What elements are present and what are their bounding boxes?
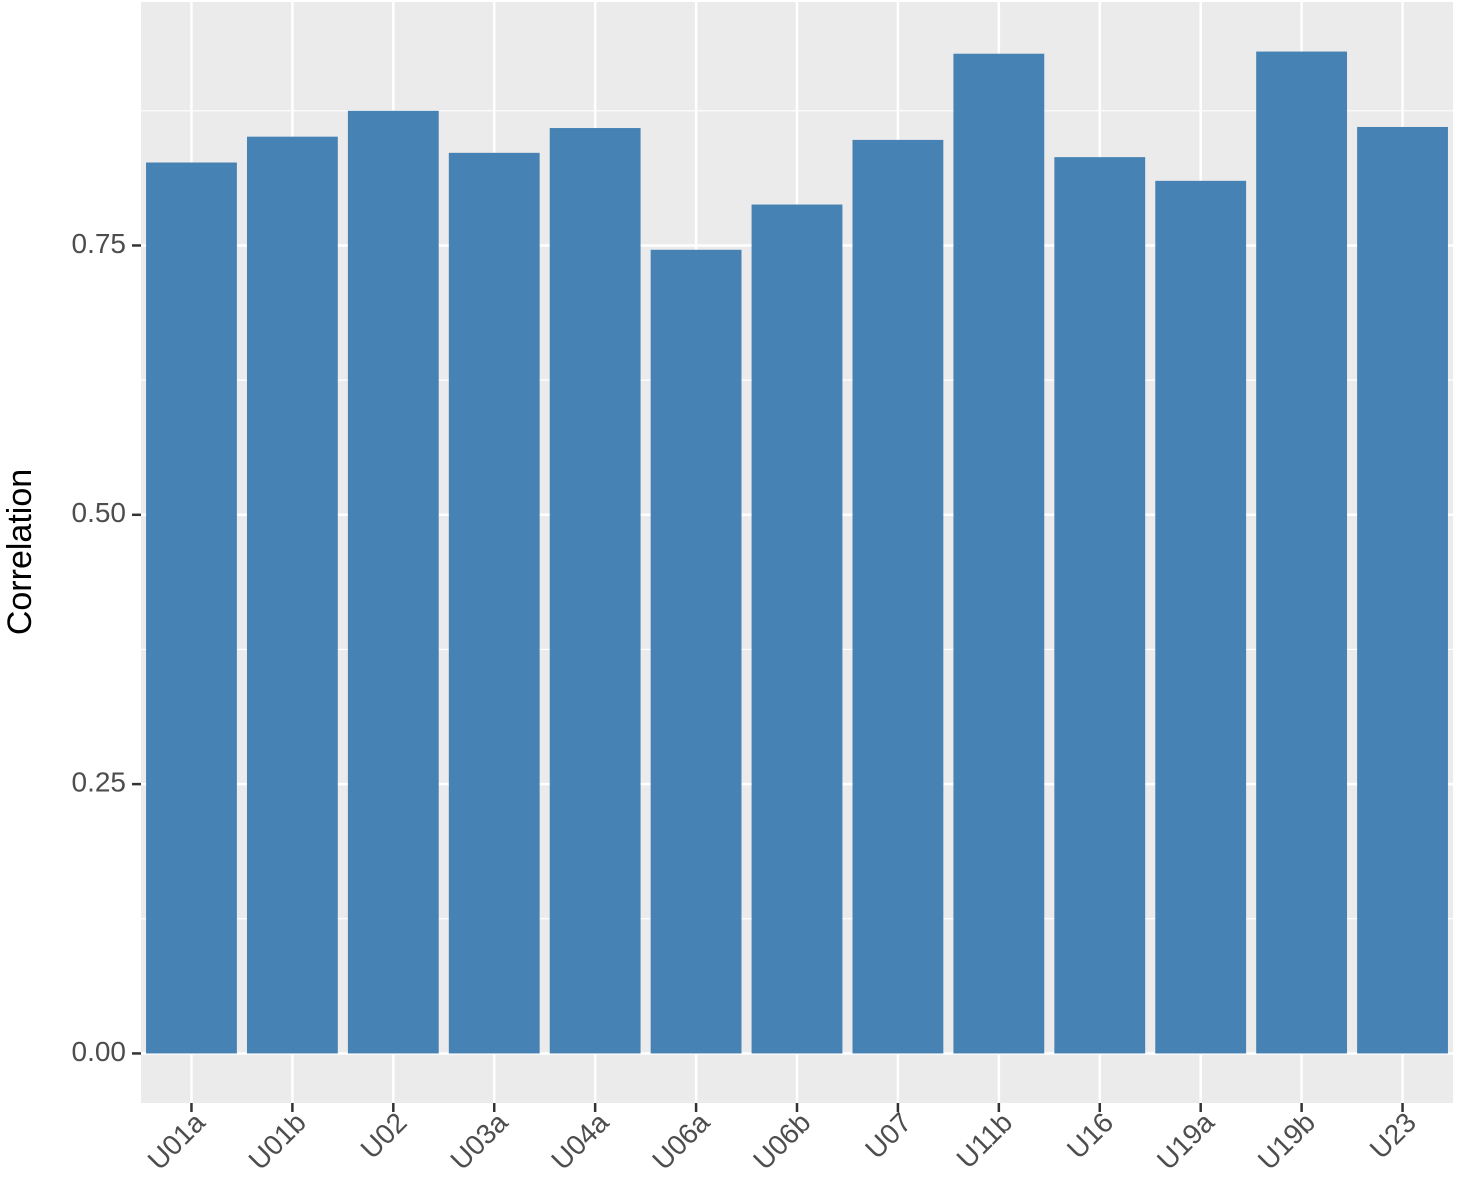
bars [146,51,1448,1054]
x-tick-label: U19a [1151,1106,1221,1176]
y-axis-title: Correlation [1,469,39,635]
bar [1357,126,1448,1054]
bar [1054,157,1146,1054]
x-tick-label: U01a [142,1106,212,1176]
bar [650,249,742,1054]
x-tick-label: U06a [646,1106,716,1176]
x-tick-label: U07 [859,1107,917,1165]
x-tick-label: U06b [747,1107,816,1176]
x-tick-label: U11b [951,1107,1019,1175]
y-tick-label: 0.75 [72,228,127,259]
x-tick-label: U03a [444,1106,514,1176]
bar [1155,180,1247,1054]
bar [1256,51,1348,1054]
x-tick-label: U19b [1252,1107,1321,1176]
x-tick-label: U02 [355,1107,413,1165]
x-tick-label: U16 [1061,1107,1119,1165]
bar [852,139,944,1054]
bar [146,162,237,1054]
bar [953,53,1045,1054]
bar [549,128,641,1054]
bar [246,136,338,1054]
x-tick-label: U01b [243,1107,312,1176]
y-tick-label: 0.50 [72,497,127,528]
bar [751,204,843,1054]
bar [448,152,540,1054]
bar [347,110,439,1054]
x-tick-label: U04a [545,1106,615,1176]
y-tick-label: 0.00 [72,1036,127,1067]
y-tick-label: 0.25 [72,767,127,798]
x-tick-label: U23 [1364,1107,1422,1165]
